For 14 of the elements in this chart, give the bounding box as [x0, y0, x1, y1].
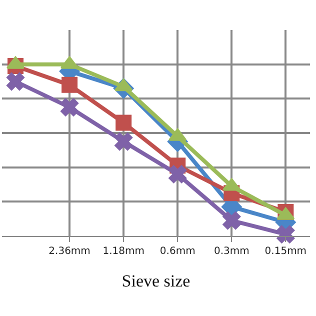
point [62, 76, 78, 93]
point [168, 165, 187, 184]
x-tick-label: 1.18mm [102, 246, 144, 257]
point [60, 98, 78, 116]
point [6, 72, 24, 90]
x-tick-label: 0.6mm [160, 246, 196, 257]
x-tick-label: 0.15mm [264, 246, 307, 257]
point [116, 114, 132, 131]
point [114, 132, 132, 150]
x-tick-label: 0.3mm [214, 246, 250, 257]
x-tick-label: 2.36mm [48, 246, 90, 257]
point [276, 225, 295, 244]
point [222, 212, 241, 230]
x-axis-title: Sieve size [122, 271, 190, 290]
